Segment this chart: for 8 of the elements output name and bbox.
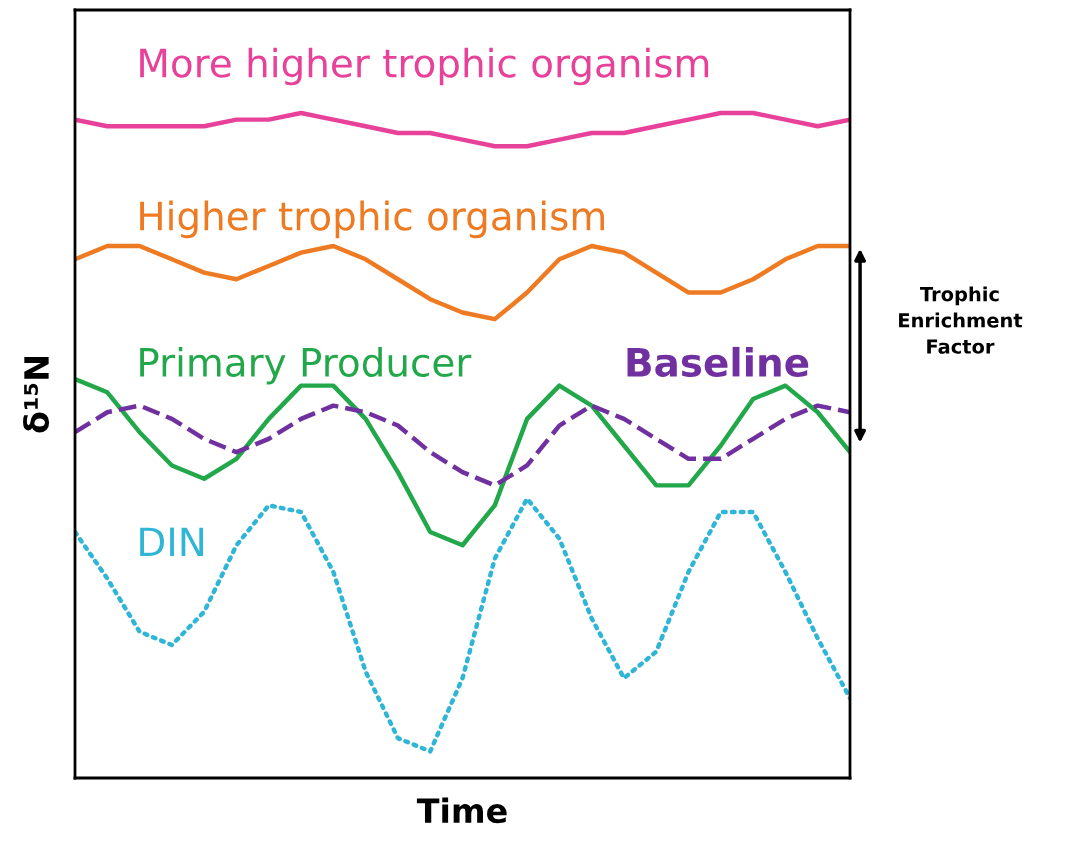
y-axis-title: δ¹⁵N <box>23 357 50 433</box>
x-axis-title: Time <box>416 797 507 824</box>
series-label: Baseline <box>627 346 809 377</box>
series-label: Higher trophic organism <box>140 200 604 239</box>
series-label: Primary Producer <box>140 346 472 385</box>
series-label: More higher trophic organism <box>140 47 709 86</box>
series-label: DIN <box>140 527 204 556</box>
text: Trophic Enrichment Factor <box>899 286 1023 354</box>
